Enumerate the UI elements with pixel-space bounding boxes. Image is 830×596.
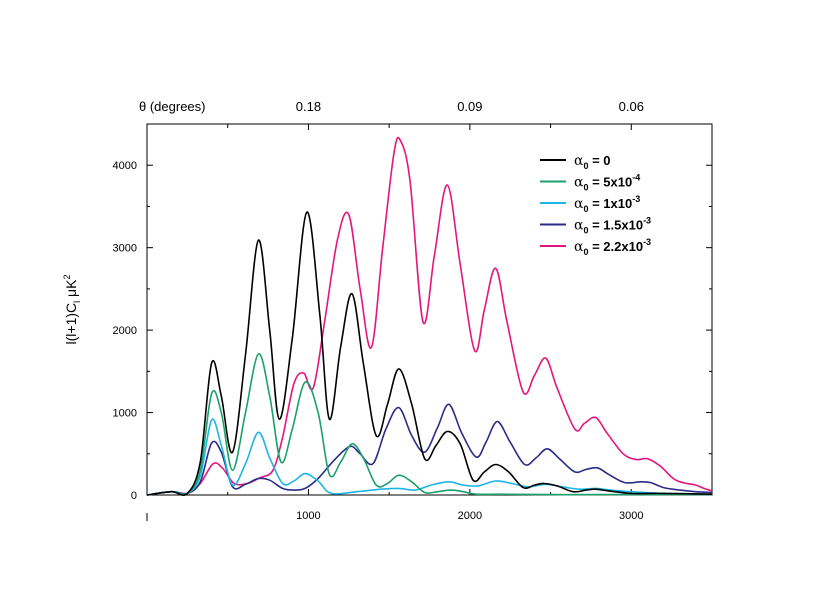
- legend-sub: 0: [583, 247, 588, 257]
- legend-value: = 1.5x10: [588, 218, 643, 233]
- legend-value: = 0: [588, 153, 610, 168]
- legend-label: α0 = 1.5x10-3: [574, 216, 651, 236]
- legend-label: α0 = 0: [574, 153, 611, 171]
- legend-label: α0 = 5x10-4: [574, 173, 640, 193]
- legend-sup: -3: [632, 194, 640, 204]
- legend-sub: 0: [583, 204, 588, 214]
- x-tick-label: 2000: [458, 510, 482, 522]
- x-tick-label: 1000: [296, 510, 320, 522]
- top-axis-labels: 0.18 0.09 0.06: [296, 99, 644, 114]
- legend-sup: -3: [643, 216, 651, 226]
- series-line-0: [146, 211, 713, 496]
- top-tick-label: 0.18: [296, 99, 321, 114]
- legend-alpha: α: [574, 196, 584, 212]
- y-title-main: l(l+1)C: [63, 303, 79, 345]
- series-line-2: [146, 418, 713, 496]
- plot-border: [146, 123, 713, 496]
- y-tick-label: 3000: [113, 243, 137, 255]
- legend-sub: 0: [583, 226, 588, 236]
- x-tick-label: 3000: [619, 510, 643, 522]
- legend-sup: -4: [632, 173, 640, 183]
- y-axis-title: l(l+1)Cl μK2: [62, 275, 82, 345]
- legend-sup: -3: [643, 237, 651, 247]
- y-title-sub: l: [72, 301, 82, 303]
- top-tick-label: 0.06: [619, 99, 644, 114]
- legend-sub: 0: [583, 161, 588, 171]
- legend-sub: 0: [583, 183, 588, 193]
- y-tick-label: 0: [131, 490, 137, 502]
- plot-frame: [146, 123, 713, 496]
- top-axis-title: θ (degrees): [139, 99, 205, 114]
- legend-alpha: α: [574, 153, 584, 169]
- axis-ticks: [146, 124, 713, 521]
- legend-alpha: α: [574, 239, 584, 255]
- y-tick-labels: 0 1000 2000 3000 4000: [113, 160, 137, 502]
- y-tick-label: 1000: [113, 408, 137, 420]
- top-tick-label: 0.09: [457, 99, 482, 114]
- legend-alpha: α: [574, 218, 584, 234]
- series-line-4: [146, 136, 713, 496]
- x-tick-labels: 1000 2000 3000: [296, 510, 643, 522]
- legend-label: α0 = 1x10-3: [574, 194, 640, 214]
- legend-value: = 2.2x10: [588, 239, 643, 254]
- legend-value: = 5x10: [588, 175, 632, 190]
- legend: α0 = 0α0 = 5x10-4α0 = 1x10-3α0 = 1.5x10-…: [540, 153, 651, 257]
- y-title-sup: 2: [62, 275, 72, 280]
- y-title-unit: μK: [63, 279, 79, 301]
- series-line-3: [146, 403, 713, 496]
- legend-alpha: α: [574, 175, 584, 191]
- series-lines: [146, 136, 713, 496]
- y-tick-label: 4000: [113, 160, 137, 172]
- legend-label: α0 = 2.2x10-3: [574, 237, 651, 257]
- y-tick-label: 2000: [113, 325, 137, 337]
- series-line-1: [146, 353, 712, 496]
- legend-value: = 1x10: [588, 196, 632, 211]
